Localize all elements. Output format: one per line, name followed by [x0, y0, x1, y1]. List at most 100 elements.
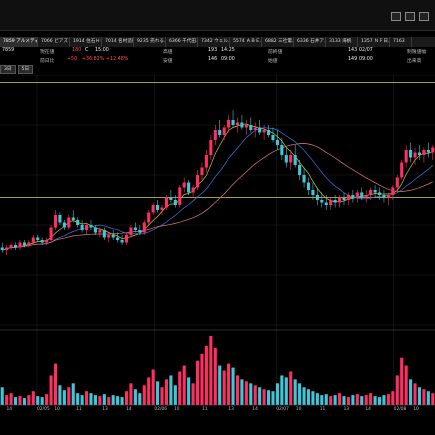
candle-body: [249, 125, 253, 130]
volume-bar: [85, 391, 89, 405]
candle-body: [338, 197, 342, 203]
candle-body: [195, 175, 200, 188]
minimize-icon[interactable]: [391, 12, 401, 21]
volume-bar: [71, 383, 75, 405]
candle-body: [395, 177, 399, 188]
volume-bar: [147, 377, 151, 405]
high-value: 193: [208, 48, 218, 53]
volume-bar: [187, 377, 191, 405]
low-label: 安値: [163, 59, 173, 64]
tab-3[interactable]: 7014 名村造船: [102, 37, 134, 47]
candle-body: [49, 227, 53, 240]
close-icon[interactable]: [419, 12, 429, 21]
tab-1[interactable]: 7066 ピアズ: [38, 37, 70, 47]
volume-bar: [213, 347, 217, 405]
volume-bar: [80, 395, 84, 405]
volume-label: 出来高: [407, 59, 422, 64]
x-tick-label: 02/08: [393, 407, 407, 412]
volume-bar: [342, 396, 346, 405]
volume-bar: [240, 379, 244, 405]
volume-bar: [156, 381, 160, 405]
candle-body: [346, 195, 350, 200]
candle-body: [373, 190, 377, 193]
volume-bar: [262, 389, 266, 405]
tab-12[interactable]: 7163: [390, 37, 412, 47]
volume-bar: [218, 365, 222, 405]
period-3d-button[interactable]: 3日: [0, 65, 16, 74]
tab-6[interactable]: 7342 ウェルス…: [198, 37, 230, 47]
candle-body: [275, 140, 279, 145]
volume-bar: [27, 395, 31, 405]
volume-bar: [173, 385, 177, 405]
volume-bar: [36, 396, 40, 405]
candle-body: [151, 205, 155, 213]
candle-body: [204, 155, 208, 168]
candle-body: [262, 130, 266, 133]
volume-bar: [329, 396, 333, 405]
period-5d-button[interactable]: 5日: [17, 65, 34, 74]
tab-4[interactable]: 9235 売れる…: [134, 37, 166, 47]
volume-bar: [49, 375, 53, 405]
x-tick-label: 14: [6, 407, 13, 412]
volume-bar: [373, 396, 377, 405]
x-tick-label: 14: [252, 407, 258, 412]
tab-2[interactable]: 1914 住石ＨＤ: [70, 37, 102, 47]
volume-bar: [116, 396, 120, 405]
volume-bar: [222, 370, 226, 405]
code-label: 7859: [2, 48, 15, 53]
volume-bar: [400, 357, 404, 405]
candle-body: [284, 155, 288, 163]
volume-bar: [138, 393, 142, 405]
candle-body: [71, 217, 75, 220]
volume-bar: [31, 391, 35, 405]
candle-body: [320, 200, 324, 203]
volume-bar: [338, 393, 342, 405]
volume-bar: [5, 395, 9, 405]
change-pct: +36.82%: [82, 57, 105, 62]
volume-bar: [164, 379, 169, 405]
open-value: 149: [348, 57, 358, 62]
volume-bar: [102, 394, 106, 405]
candle-body: [235, 122, 240, 125]
volume-bar: [133, 389, 137, 405]
ma-long-line: [2, 143, 433, 251]
volume-bar: [324, 394, 328, 405]
candle-body: [164, 197, 169, 208]
candle-body: [431, 147, 435, 153]
x-tick-label: 13: [228, 407, 234, 412]
candle-body: [147, 212, 151, 223]
candle-body: [58, 215, 62, 223]
x-tick-label: 11: [202, 407, 208, 412]
volume-bar: [311, 391, 315, 405]
tab-11[interactable]: 1357 ＮＦ日…: [358, 37, 390, 47]
tab-10[interactable]: 3133 海帆: [326, 37, 358, 47]
volume-bar: [364, 395, 368, 405]
maximize-icon[interactable]: [405, 12, 415, 21]
low-time: 09:00: [221, 57, 235, 62]
ma-mid-line: [2, 127, 434, 251]
volume-bar: [369, 393, 373, 405]
volume-bar: [275, 383, 279, 405]
open-label: 始値: [268, 59, 278, 64]
current-time: 15:00: [95, 48, 109, 53]
candle-body: [315, 195, 319, 200]
candle-body: [18, 242, 22, 248]
candle-body: [178, 187, 182, 205]
tab-8[interactable]: 6882 三社電…: [262, 37, 294, 47]
volume-bar: [289, 371, 293, 405]
volume-bar: [18, 396, 22, 405]
candle-body: [280, 145, 284, 155]
candle-body: [173, 200, 177, 205]
volume-bar: [395, 375, 399, 405]
x-tick-label: 02/05: [36, 407, 50, 412]
candle-body: [116, 237, 120, 240]
volume-bar: [204, 345, 208, 405]
tab-9[interactable]: 6336 石井ア…: [294, 37, 326, 47]
candle-body: [5, 247, 9, 250]
tab-7[interactable]: 5574 ＡＢＥ…: [230, 37, 262, 47]
tab-0[interactable]: 7859 アルメディ…: [0, 37, 38, 47]
tab-5[interactable]: 6366 千代田…: [166, 37, 198, 47]
volume-bar: [227, 363, 231, 405]
price-chart[interactable]: [0, 75, 435, 420]
volume-bar: [182, 365, 186, 405]
